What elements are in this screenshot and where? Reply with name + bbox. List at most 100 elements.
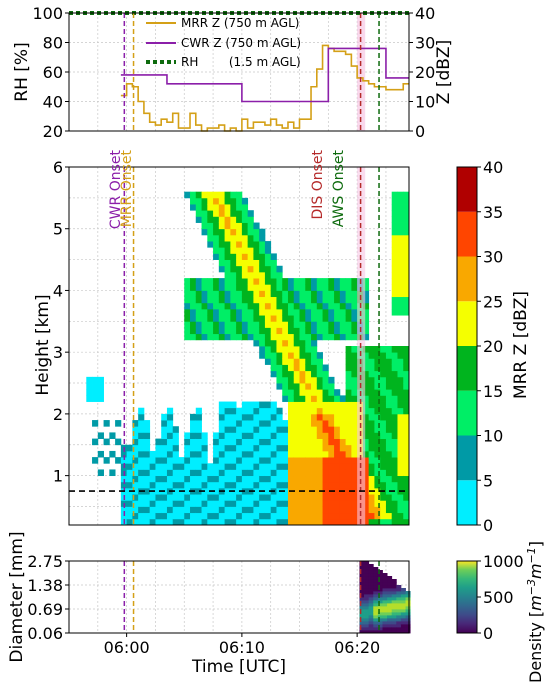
reflectivity-cell: [218, 457, 225, 464]
reflectivity-cell: [293, 426, 300, 433]
reflectivity-cell: [391, 469, 398, 477]
reflectivity-cell: [362, 364, 370, 372]
reflectivity-cell: [270, 364, 277, 372]
reflectivity-cell: [236, 265, 243, 273]
reflectivity-cell: [207, 518, 214, 526]
reflectivity-cell: [397, 494, 404, 501]
reflectivity-cell: [334, 487, 341, 495]
reflectivity-cell: [270, 259, 277, 267]
reflectivity-cell: [316, 457, 323, 464]
reflectivity-cell: [253, 321, 260, 328]
reflectivity-cell: [282, 463, 289, 470]
reflectivity-cell: [247, 401, 254, 409]
reflectivity-cell: [316, 481, 323, 489]
reflectivity-cell: [322, 426, 329, 433]
reflectivity-cell: [201, 481, 208, 489]
reflectivity-cell: [172, 494, 179, 501]
reflectivity-cell: [213, 475, 220, 483]
reflectivity-cell: [374, 481, 381, 489]
dsd-cell: [382, 582, 388, 586]
reflectivity-cell: [166, 512, 174, 520]
reflectivity-cell: [166, 407, 174, 415]
reflectivity-cell: [259, 475, 266, 483]
reflectivity-cell: [403, 197, 410, 205]
reflectivity-cell: [345, 321, 352, 328]
reflectivity-cell: [276, 296, 283, 304]
reflectivity-cell: [264, 450, 272, 458]
reflectivity-cell: [253, 494, 260, 501]
reflectivity-cell: [230, 420, 237, 427]
dsd-cell: [391, 591, 397, 595]
reflectivity-cell: [172, 481, 179, 489]
reflectivity-cell: [190, 197, 197, 205]
reflectivity-cell: [264, 463, 272, 470]
reflectivity-cell: [201, 296, 208, 304]
reflectivity-cell: [287, 352, 295, 359]
dsd-cell: [377, 600, 383, 604]
reflectivity-cell: [218, 228, 225, 236]
reflectivity-cell: [253, 401, 260, 409]
reflectivity-cell: [270, 271, 277, 279]
dsd-cell: [368, 612, 374, 616]
reflectivity-cell: [264, 259, 272, 267]
reflectivity-cell: [339, 457, 347, 464]
reflectivity-cell: [316, 475, 323, 483]
reflectivity-cell: [334, 500, 341, 507]
reflectivity-cell: [305, 506, 312, 514]
reflectivity-cell: [184, 315, 191, 322]
reflectivity-cell: [247, 234, 254, 242]
reflectivity-cell: [195, 210, 202, 217]
reflectivity-cell: [149, 481, 156, 489]
reflectivity-cell: [403, 278, 410, 285]
reflectivity-cell: [403, 500, 410, 507]
dsd-cell: [391, 615, 397, 619]
reflectivity-cell: [264, 512, 272, 520]
reflectivity-cell: [143, 432, 151, 439]
reflectivity-cell: [270, 494, 277, 501]
dsd-cell: [364, 597, 370, 601]
reflectivity-cell: [138, 413, 145, 421]
reflectivity-cell: [178, 518, 185, 526]
dsd-cell: [368, 624, 374, 628]
reflectivity-cell: [178, 494, 185, 501]
reflectivity-cell: [385, 450, 393, 458]
reflectivity-cell: [190, 438, 197, 446]
reflectivity-cell: [270, 426, 277, 433]
reflectivity-cell: [351, 481, 358, 489]
reflectivity-cell: [126, 450, 133, 458]
reflectivity-cell: [328, 475, 335, 483]
reflectivity-cell: [305, 407, 312, 415]
reflectivity-cell: [403, 222, 410, 230]
reflectivity-cell: [397, 352, 404, 359]
reflectivity-cell: [334, 389, 341, 396]
reflectivity-cell: [224, 241, 231, 248]
reflectivity-cell: [201, 284, 208, 291]
reflectivity-cell: [213, 296, 220, 304]
dsd-cell: [377, 588, 383, 592]
reflectivity-cell: [299, 302, 306, 310]
reflectivity-cell: [403, 438, 410, 446]
reflectivity-cell: [322, 444, 329, 452]
reflectivity-cell: [264, 469, 272, 477]
reflectivity-cell: [391, 494, 398, 501]
reflectivity-cell: [155, 444, 162, 452]
reflectivity-cell: [276, 352, 283, 359]
reflectivity-cell: [334, 420, 341, 427]
reflectivity-cell: [253, 420, 260, 427]
reflectivity-cell: [143, 487, 151, 495]
reflectivity-cell: [391, 432, 398, 439]
reflectivity-cell: [247, 327, 254, 335]
reflectivity-cell: [328, 444, 335, 452]
reflectivity-cell: [236, 278, 243, 285]
reflectivity-cell: [403, 370, 410, 378]
reflectivity-cell: [391, 228, 398, 236]
reflectivity-cell: [270, 339, 277, 347]
dsd-cell: [377, 612, 383, 616]
reflectivity-cell: [247, 216, 254, 223]
dsd-colorbar-tick-label: 0: [483, 624, 493, 643]
reflectivity-cell: [345, 420, 352, 427]
reflectivity-cell: [253, 241, 260, 248]
reflectivity-cell: [287, 290, 295, 298]
reflectivity-cell: [328, 481, 335, 489]
dsd-cell: [405, 615, 411, 619]
